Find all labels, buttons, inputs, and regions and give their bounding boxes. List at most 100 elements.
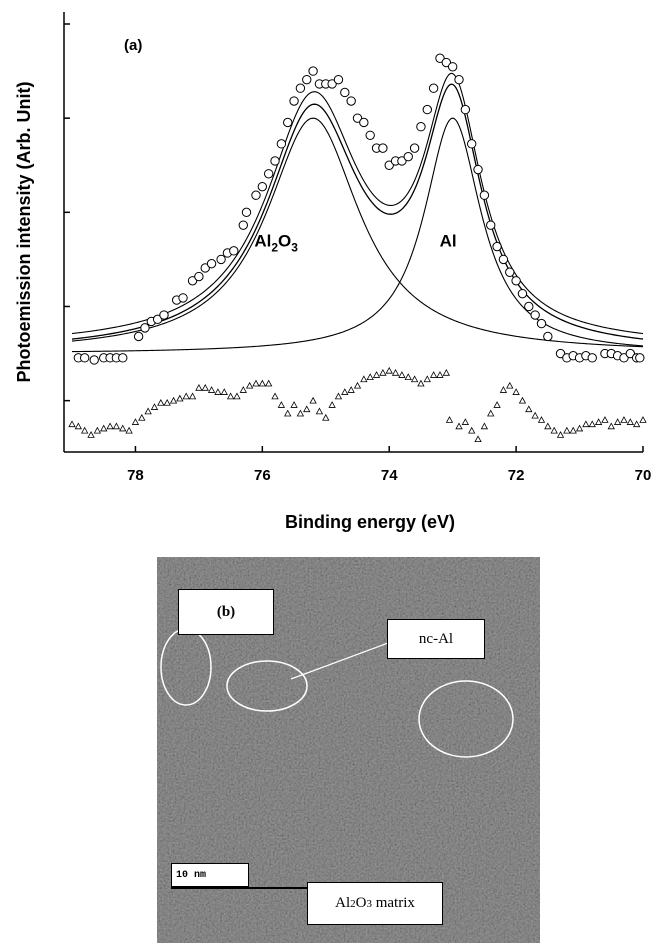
residual-point [544, 422, 552, 430]
residual-point [265, 379, 273, 387]
residual-point [436, 371, 444, 378]
data-point [409, 143, 420, 153]
data-point [543, 331, 553, 342]
residual-points [68, 366, 647, 443]
data-point [194, 271, 204, 282]
data-point [333, 74, 344, 85]
data-point [378, 143, 388, 153]
panel-label-b: (b) [178, 589, 274, 635]
residual-point [366, 373, 374, 381]
residual-point [309, 396, 317, 404]
residual-point [620, 416, 628, 423]
residual-point [347, 386, 355, 393]
residual-point [239, 386, 247, 393]
data-point [467, 139, 477, 149]
residual-point [518, 396, 527, 404]
data-point [178, 293, 188, 303]
residual-point [410, 375, 419, 383]
x-axis-title: Binding energy (eV) [285, 512, 455, 532]
data-point [517, 288, 528, 299]
residual-point [87, 431, 95, 438]
al-component-curve [71, 117, 644, 353]
data-point [327, 79, 337, 89]
residual-point [284, 409, 292, 417]
residual-point [176, 394, 184, 402]
residual-point [563, 426, 571, 434]
data-point [536, 318, 547, 329]
data-point [492, 241, 502, 252]
residual-point [220, 388, 228, 395]
residual-point [226, 392, 235, 400]
residual-point [233, 392, 241, 400]
data-point [263, 169, 274, 179]
data-point [498, 254, 509, 265]
data-point [118, 353, 128, 363]
data-point [403, 151, 413, 162]
data-point [229, 246, 239, 256]
data-point [505, 267, 515, 277]
data-point [283, 117, 293, 128]
data-point [435, 53, 445, 63]
residual-point [391, 368, 400, 376]
residual-point [125, 426, 133, 434]
residual-point [341, 388, 349, 395]
data-point [238, 220, 249, 230]
residual-point [493, 401, 501, 408]
residual-point [639, 416, 647, 423]
residual-point [417, 379, 425, 387]
data-point [206, 258, 217, 269]
residual-point [296, 409, 305, 417]
residual-point [601, 416, 609, 423]
residual-point [258, 379, 267, 387]
residual-point [569, 426, 577, 434]
scale-bar-label: 10 nm [171, 863, 249, 887]
data-point [216, 254, 226, 265]
residual-point [119, 424, 127, 432]
data-point [295, 83, 306, 93]
residual-point [613, 418, 622, 425]
residual-point [550, 426, 558, 434]
data-point [187, 276, 198, 286]
residual-point [594, 418, 603, 425]
residual-point [334, 392, 343, 400]
data-points [73, 53, 645, 365]
residual-point [112, 422, 121, 430]
residual-point [537, 416, 546, 423]
residual-point [556, 431, 565, 438]
residual-point [328, 401, 336, 408]
data-point [530, 310, 540, 320]
residual-point [429, 371, 438, 378]
data-point [587, 353, 597, 363]
residual-point [468, 426, 476, 434]
data-point [384, 160, 394, 170]
data-point [635, 353, 645, 363]
data-point [454, 74, 464, 85]
data-point [511, 276, 521, 286]
residual-point [100, 424, 108, 432]
residual-point [445, 416, 454, 423]
residual-point [188, 392, 197, 400]
data-point [473, 164, 483, 175]
xps-chart: 78 76 74 72 70 (a) Al2O3 Al Binding energy (… [14, 12, 651, 532]
residual-point [93, 426, 102, 434]
data-point [447, 62, 458, 72]
residual-point [144, 407, 152, 415]
data-point [133, 331, 144, 342]
residual-point [461, 418, 470, 425]
residual-point [607, 422, 615, 430]
data-point [524, 301, 534, 312]
data-point [422, 104, 432, 115]
data-point [340, 87, 350, 98]
x-axis-ticks: 78 76 74 72 70 [127, 446, 651, 484]
residual-point [245, 381, 254, 389]
residual-point [575, 424, 584, 432]
data-point [397, 156, 407, 166]
data-point [140, 323, 150, 333]
residual-point [379, 368, 387, 376]
data-point [270, 156, 280, 166]
residual-point [480, 422, 489, 430]
data-point [200, 263, 210, 273]
data-point [416, 122, 426, 132]
residual-point [182, 392, 190, 400]
data-point [625, 348, 636, 359]
